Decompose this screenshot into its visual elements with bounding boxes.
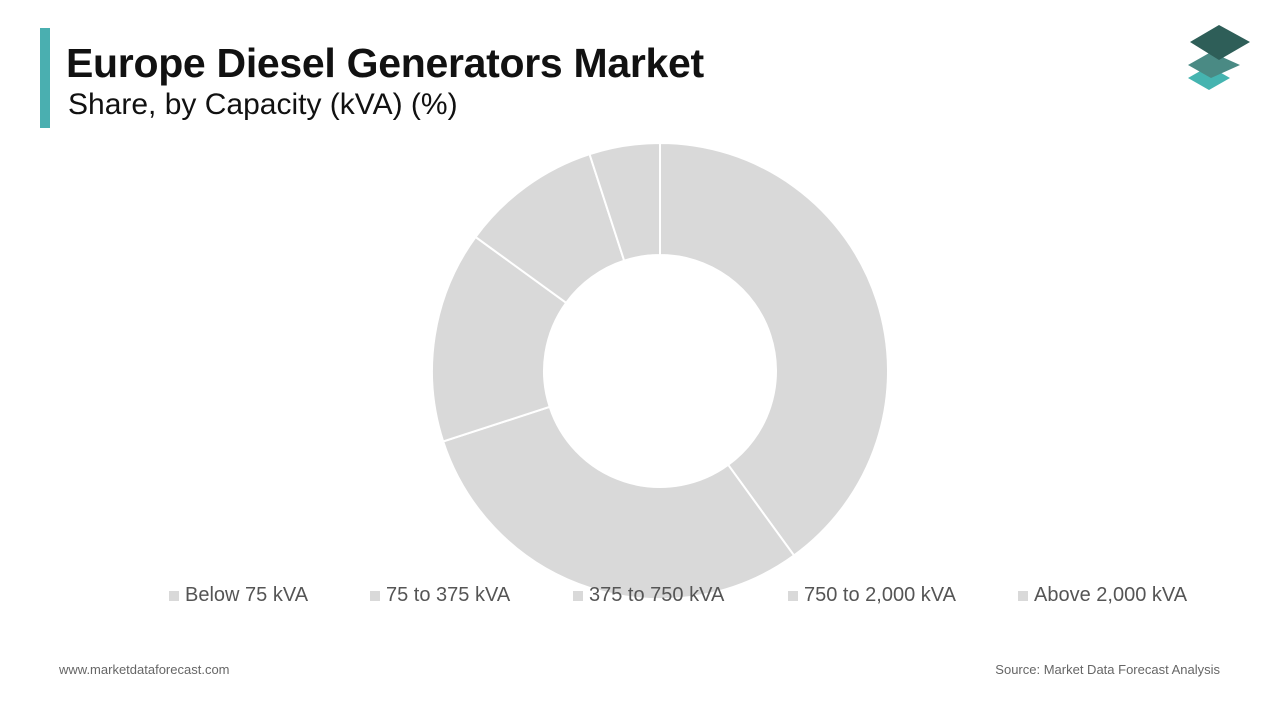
donut-slice-1 <box>659 141 889 557</box>
legend-swatch <box>370 590 380 601</box>
logo-layer-top <box>1190 25 1250 60</box>
donut-slice-5 <box>588 141 661 262</box>
chart-legend: Below 75 kVA 75 to 375 kVA 375 to 750 kVA 7… <box>0 584 1280 614</box>
legend-label: 750 to 2,000 kVA <box>804 584 956 606</box>
company-logo-icon <box>1188 25 1250 90</box>
source-note: Source: Market Data Forecast Analysis <box>995 662 1220 677</box>
legend-swatch <box>788 590 798 601</box>
accent-bar <box>40 28 50 128</box>
legend-label: 75 to 375 kVA <box>386 584 511 606</box>
legend-item: 750 to 2,000 kVA <box>788 584 956 607</box>
legend-item: Below 75 kVA <box>169 584 308 607</box>
legend-label: 375 to 750 kVA <box>589 584 725 606</box>
legend-label: Above 2,000 kVA <box>1034 584 1188 606</box>
legend-swatch <box>1018 590 1028 601</box>
legend-label: Below 75 kVA <box>185 584 309 606</box>
legend-item: Above 2,000 kVA <box>1018 584 1187 607</box>
legend-item: 75 to 375 kVA <box>370 584 510 607</box>
donut-slice-3 <box>431 235 568 443</box>
chart-subtitle: Share, by Capacity (kVA) (%) <box>68 88 458 121</box>
chart-title: Europe Diesel Generators Market <box>66 40 704 86</box>
donut-slice-2 <box>441 405 796 600</box>
legend-swatch <box>169 590 179 601</box>
website-url: www.marketdataforecast.com <box>59 662 230 677</box>
legend-swatch <box>573 590 583 601</box>
legend-item: 375 to 750 kVA <box>573 584 724 607</box>
logo-layer-middle <box>1188 52 1240 78</box>
